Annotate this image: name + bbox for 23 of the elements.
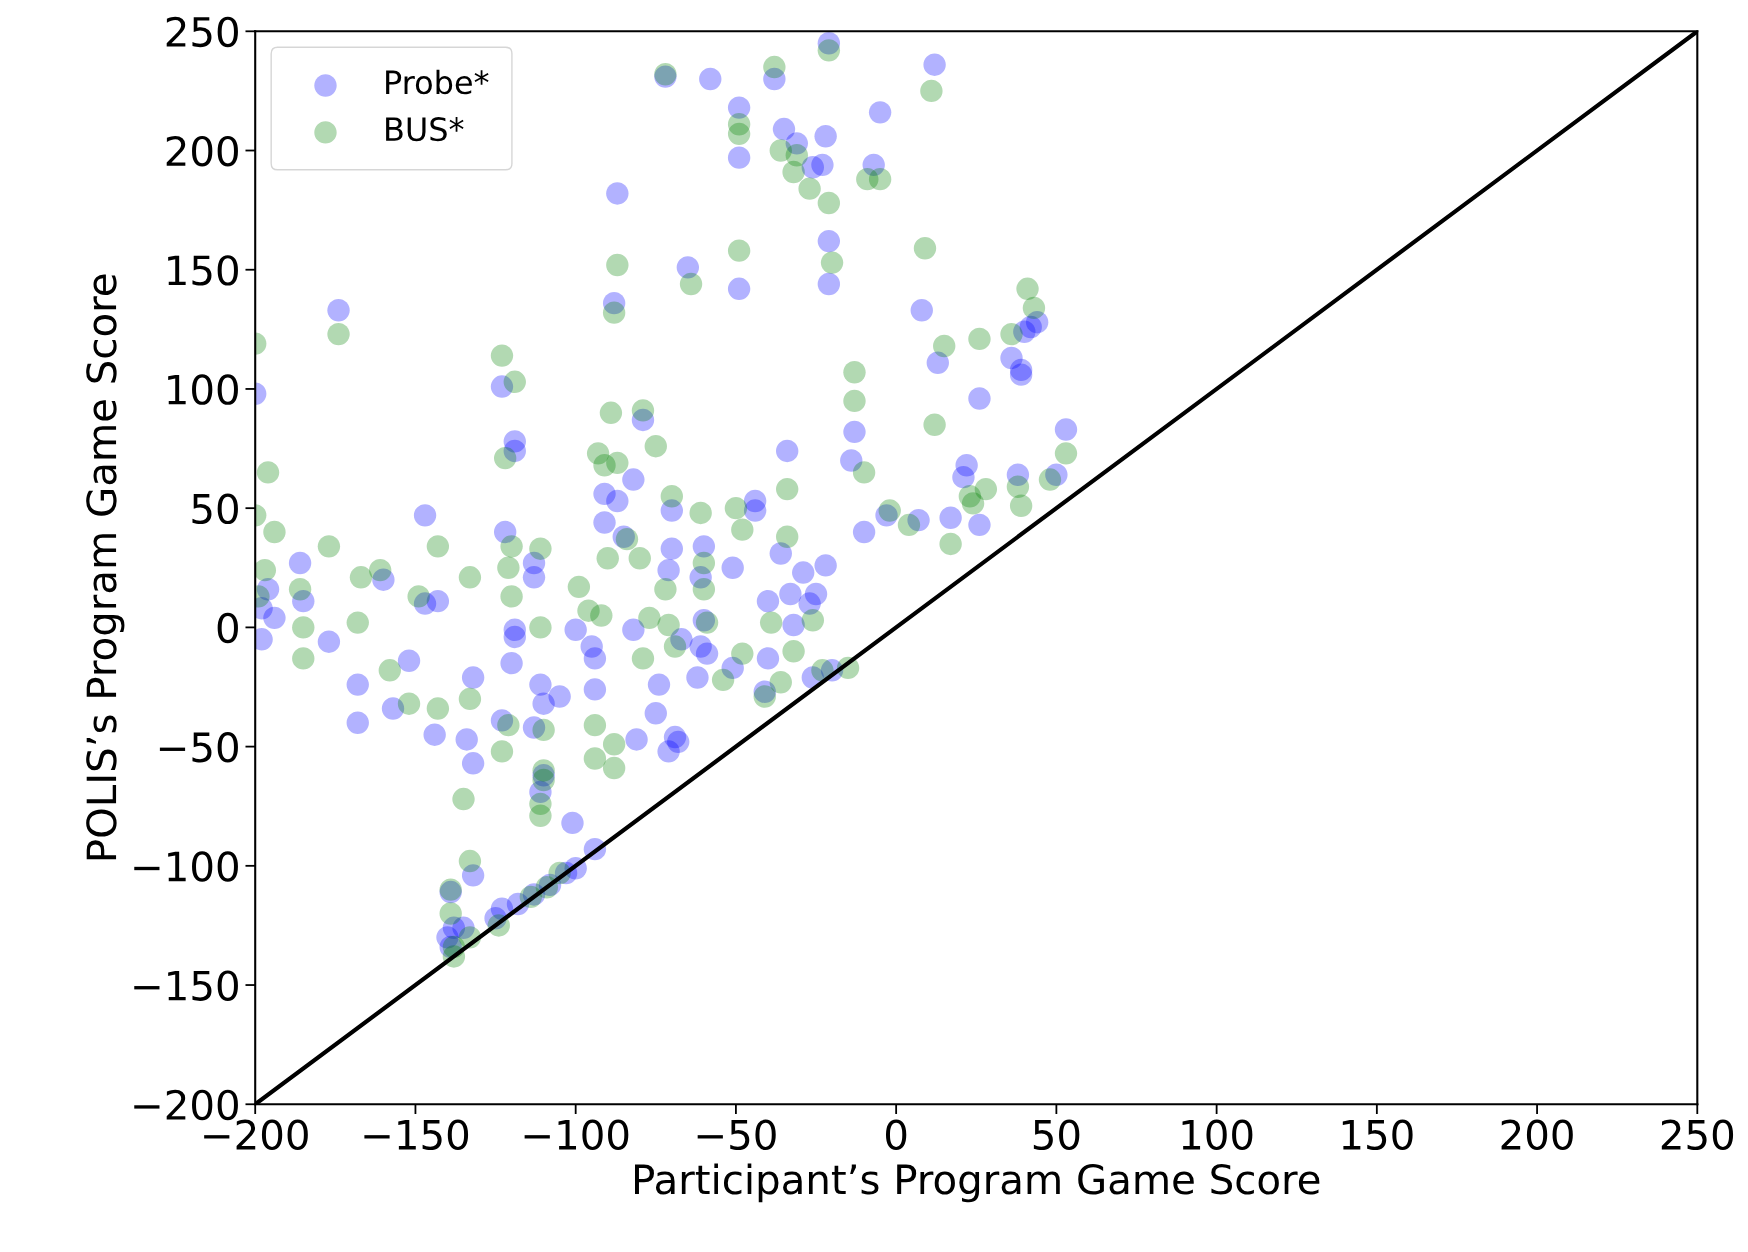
x-tick-label: 200 xyxy=(1501,1119,1573,1151)
y-tick-label: 150 xyxy=(168,255,238,286)
x-tick-label: −50 xyxy=(697,1119,776,1151)
x-tick-label: −100 xyxy=(524,1119,629,1151)
x-axis-title: Participant’s Program Game Score xyxy=(635,1163,1320,1203)
y-tick-label: −100 xyxy=(134,851,238,882)
y-tick-label: 200 xyxy=(166,135,238,167)
x-tick-label: 100 xyxy=(1182,1119,1253,1151)
y-axis-title: POLIS’s Program Game Score xyxy=(86,274,125,860)
x-tick-label: 50 xyxy=(1033,1119,1080,1151)
x-tick-label: −150 xyxy=(364,1119,469,1151)
y-tick-label: 100 xyxy=(168,374,238,405)
x-tick-label: 0 xyxy=(885,1119,907,1151)
y-tick-label: 50 xyxy=(192,493,238,525)
legend-label: Probe* xyxy=(386,69,489,95)
x-tick-label: 250 xyxy=(1661,1119,1734,1151)
y-tick-label: 0 xyxy=(217,612,238,644)
x-tick-label: 150 xyxy=(1342,1119,1413,1151)
y-tick-label: −150 xyxy=(134,970,238,1001)
y-tick-label: −50 xyxy=(159,732,238,763)
y-tick-label: −200 xyxy=(134,1089,238,1121)
y-tick-label: 250 xyxy=(166,16,238,48)
legend-label: BUS* xyxy=(386,117,464,142)
